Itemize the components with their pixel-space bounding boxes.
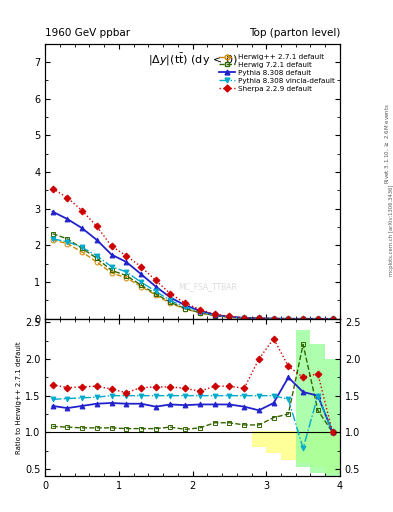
Text: mcplots.cern.ch [arXiv:1306.3436]: mcplots.cern.ch [arXiv:1306.3436] xyxy=(389,185,393,276)
Text: 1960 GeV ppbar: 1960 GeV ppbar xyxy=(45,28,130,38)
Bar xyxy=(252,431,266,447)
Bar xyxy=(310,431,325,467)
Text: Top (parton level): Top (parton level) xyxy=(248,28,340,38)
Bar xyxy=(266,431,281,453)
Bar xyxy=(296,330,310,467)
Bar xyxy=(325,431,340,473)
Text: MC_FSA_TTBAR: MC_FSA_TTBAR xyxy=(178,282,237,291)
Legend: Herwig++ 2.7.1 default, Herwig 7.2.1 default, Pythia 8.308 default, Pythia 8.308: Herwig++ 2.7.1 default, Herwig 7.2.1 def… xyxy=(218,53,336,93)
Bar xyxy=(310,345,325,473)
Text: Rivet 3.1.10, $\geq$ 2.6M events: Rivet 3.1.10, $\geq$ 2.6M events xyxy=(383,103,391,184)
Bar xyxy=(281,431,296,460)
Y-axis label: Ratio to Herwig++ 2.7.1 default: Ratio to Herwig++ 2.7.1 default xyxy=(16,341,22,454)
Text: $|\Delta y|(\mathrm{t\bar{t}})$ (dy < 0): $|\Delta y|(\mathrm{t\bar{t}})$ (dy < 0) xyxy=(148,52,237,68)
Bar xyxy=(325,359,340,476)
Bar xyxy=(296,431,310,463)
